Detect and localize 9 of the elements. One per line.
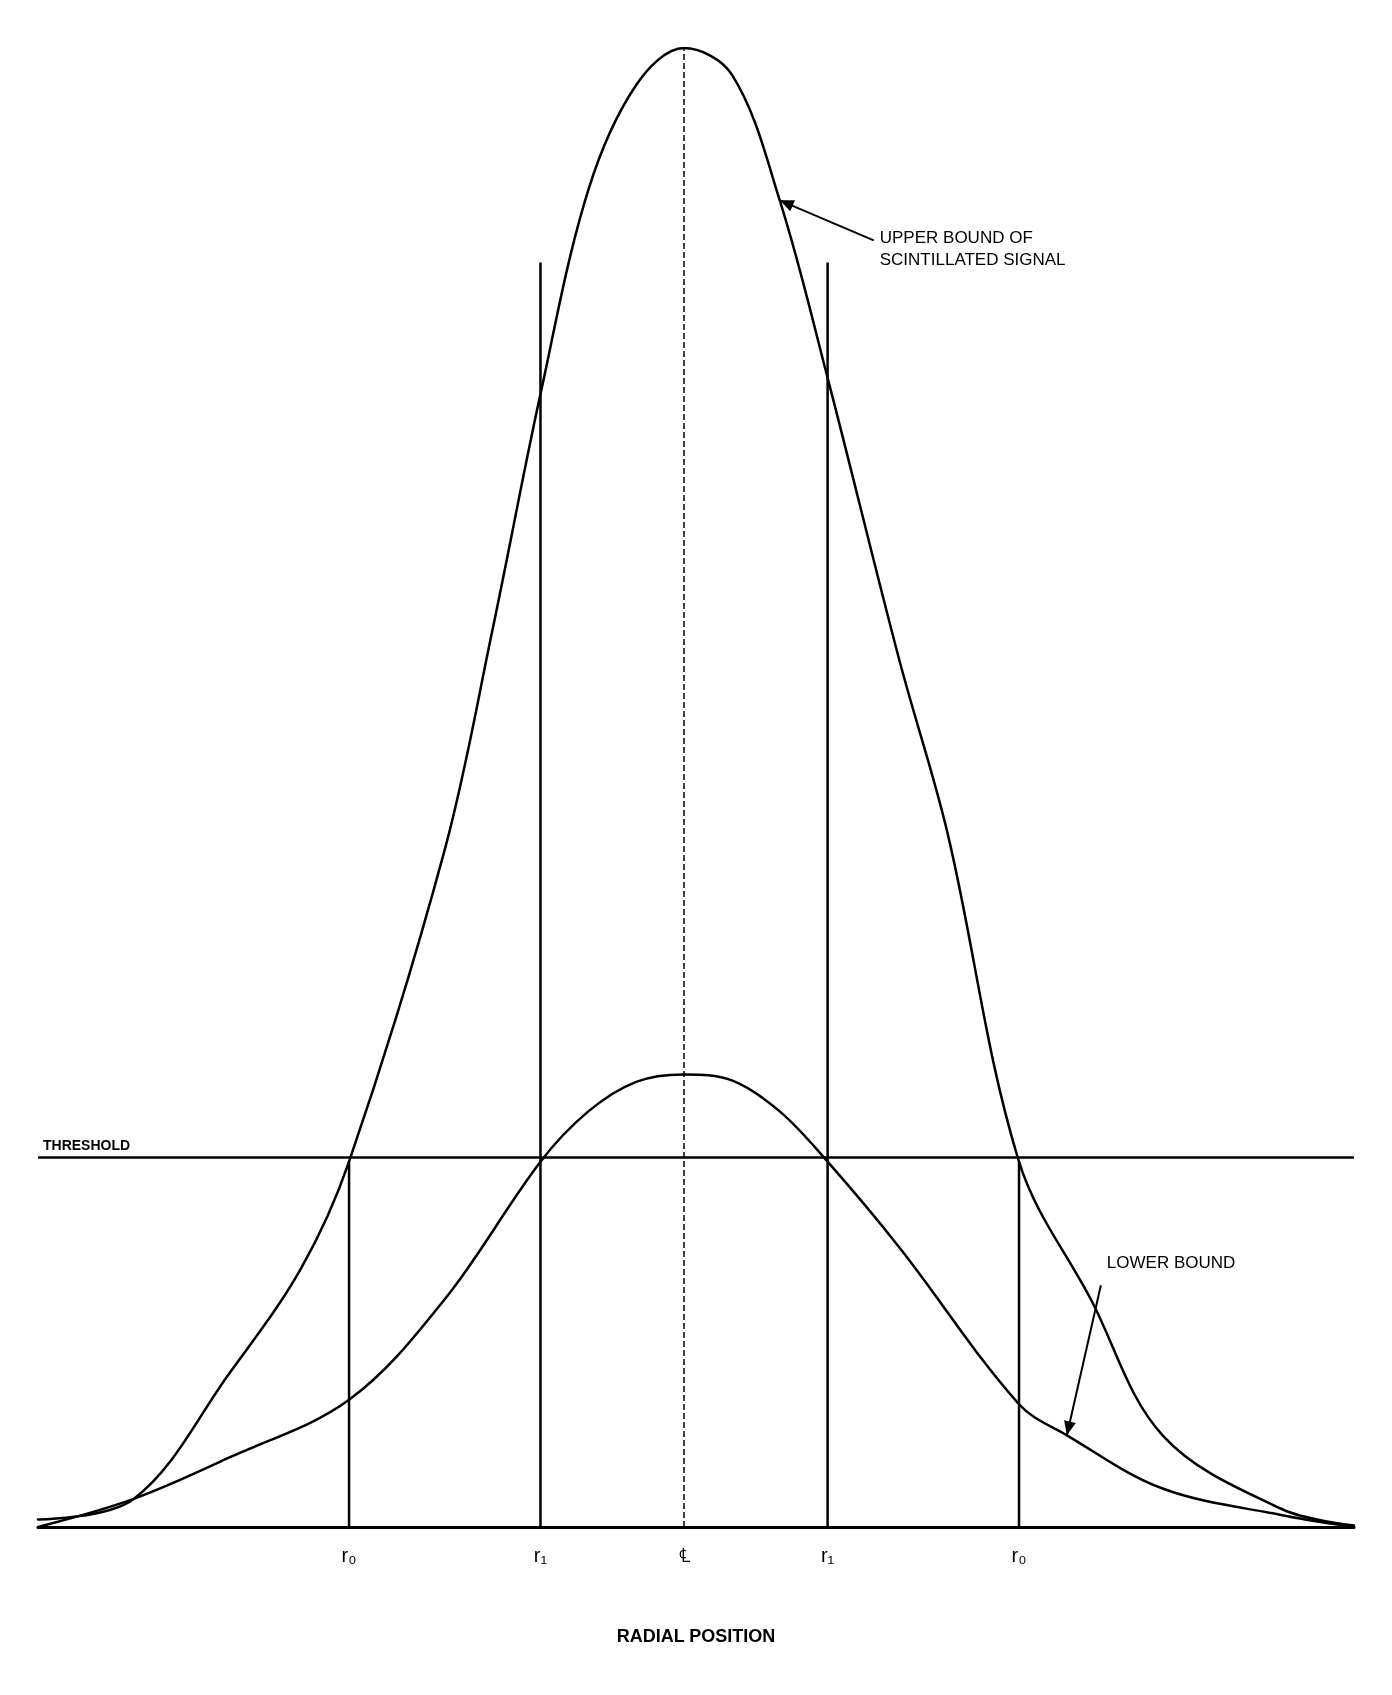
x-axis-title: RADIAL POSITION xyxy=(616,1626,776,1646)
annotation: UPPER BOUND OF SCINTILLATED SIGNAL xyxy=(879,227,1066,269)
x-tick-label: r₀ xyxy=(341,1544,357,1566)
ref-line-label: THRESHOLD xyxy=(43,1137,131,1154)
x-tick-label: r₁ xyxy=(533,1544,548,1566)
x-tick-label: r₀ xyxy=(1011,1544,1027,1566)
x-tick-label: r₁ xyxy=(820,1544,835,1566)
x-tick-label: ℄ xyxy=(678,1544,690,1566)
annotation: LOWER BOUND xyxy=(1106,1252,1236,1272)
